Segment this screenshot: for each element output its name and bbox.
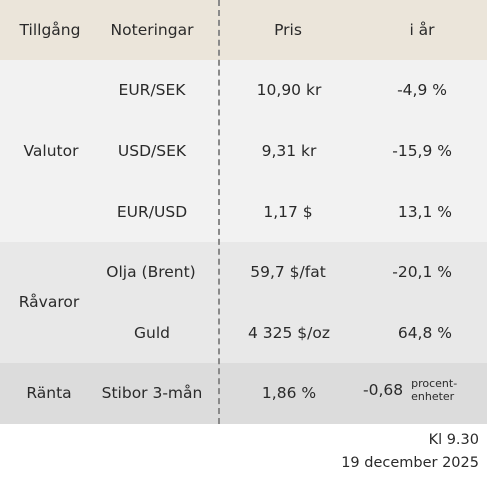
- header-price: Pris: [274, 21, 302, 39]
- footer-time: Kl 9.30: [428, 432, 479, 448]
- footer-date: 19 december 2025: [341, 455, 479, 471]
- ytd-unit-line-1: procent-: [411, 377, 458, 390]
- listing-cell: Olja (Brent): [106, 263, 196, 281]
- price-cell: 4 325 $/oz: [247, 324, 331, 342]
- price-cell: 10,90 kr: [256, 81, 322, 99]
- ytd-unit-line-2: enheter: [411, 390, 455, 403]
- ytd-cell: 64,8 %: [397, 324, 452, 342]
- header-ytd: i år: [409, 21, 435, 39]
- listing-cell: Stibor 3-mån: [101, 384, 203, 402]
- ytd-cell: -15,9 %: [392, 142, 452, 160]
- header-asset: Tillgång: [19, 21, 81, 39]
- group-label-ranta: Ränta: [26, 384, 72, 402]
- ytd-unit: procent- enheter: [411, 377, 457, 403]
- listing-cell: USD/SEK: [117, 142, 187, 160]
- price-cell: 59,7 $/fat: [250, 263, 326, 281]
- table-header: [0, 0, 487, 60]
- group-label-valutor: Valutor: [23, 142, 79, 160]
- ytd-cell: -20,1 %: [392, 263, 452, 281]
- group-valutor: [0, 60, 487, 242]
- group-ranta: [0, 363, 487, 424]
- price-cell: 1,17 $: [263, 203, 313, 221]
- ytd-cell: 13,1 %: [397, 203, 452, 221]
- header-listing: Noteringar: [110, 21, 194, 39]
- price-cell: 1,86 %: [261, 384, 317, 402]
- listing-cell: Guld: [134, 324, 170, 342]
- ytd-cell: -0,68 procent- enheter: [363, 377, 457, 403]
- ytd-cell: -4,9 %: [397, 81, 447, 99]
- listing-cell: EUR/USD: [116, 203, 188, 221]
- ytd-value: -0,68: [363, 381, 404, 399]
- group-ravaror: [0, 242, 487, 363]
- column-divider: [218, 0, 220, 424]
- group-label-ravaror: Råvaror: [18, 293, 80, 311]
- listing-cell: EUR/SEK: [118, 81, 186, 99]
- price-cell: 9,31 kr: [261, 142, 317, 160]
